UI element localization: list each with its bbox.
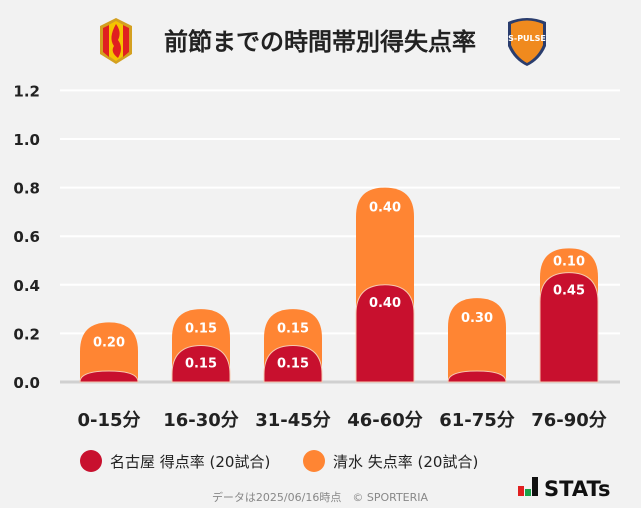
bar-label-away: 0.15 [277, 321, 309, 336]
bar-home [171, 345, 231, 383]
bar-home [79, 370, 139, 383]
away-logo-text: S-PULSE [508, 34, 546, 43]
bar-home [263, 345, 323, 383]
bar-home [539, 272, 599, 383]
bar-label-away: 0.20 [93, 335, 125, 350]
stats-logo: STATs [518, 477, 610, 501]
x-tick-label: 76-90分 [531, 410, 607, 431]
x-tick-label: 46-60分 [347, 410, 423, 431]
bar-label-home: 0.15 [185, 357, 217, 372]
y-tick-label: 0.8 [13, 180, 40, 198]
bar-home [447, 370, 507, 383]
chart-title: 前節までの時間帯別得失点率 [164, 28, 476, 56]
bar-label-home: 0.45 [553, 284, 585, 299]
home-logo [100, 18, 132, 64]
legend: 名古屋 得点率 (20試合) 清水 失点率 (20試合) [80, 450, 478, 472]
y-tick-label: 1.2 [13, 82, 40, 100]
bar-home [355, 284, 415, 383]
y-tick-label: 0.6 [13, 228, 40, 246]
legend-marker-away [303, 450, 325, 472]
bar-label-home: 0.15 [277, 357, 309, 372]
footer-note: データは2025/06/16時点 © SPORTERIA [212, 490, 429, 504]
y-tick-label: 0.4 [13, 277, 40, 295]
y-tick-label: 1.0 [13, 131, 40, 149]
y-tick-label: 0.2 [13, 325, 40, 343]
away-logo: S-PULSE [508, 18, 546, 66]
bar-label-home: 0.40 [369, 296, 401, 311]
bar-away [80, 322, 138, 382]
bar-label-away: 0.30 [461, 311, 493, 326]
bar-away [448, 298, 506, 382]
stats-brand: STATs [544, 477, 610, 501]
bar-label-away: 0.15 [185, 321, 217, 336]
legend-marker-home [80, 450, 102, 472]
bar-label-away: 0.10 [553, 255, 585, 270]
x-tick-label: 0-15分 [77, 410, 140, 431]
legend-label-home: 名古屋 得点率 (20試合) [110, 453, 270, 471]
y-tick-label: 0.0 [13, 374, 40, 392]
x-tick-label: 16-30分 [163, 410, 239, 431]
x-tick-label: 61-75分 [439, 410, 515, 431]
legend-label-away: 清水 失点率 (20試合) [333, 453, 478, 471]
bar-label-away: 0.40 [369, 201, 401, 216]
x-tick-label: 31-45分 [255, 410, 331, 431]
